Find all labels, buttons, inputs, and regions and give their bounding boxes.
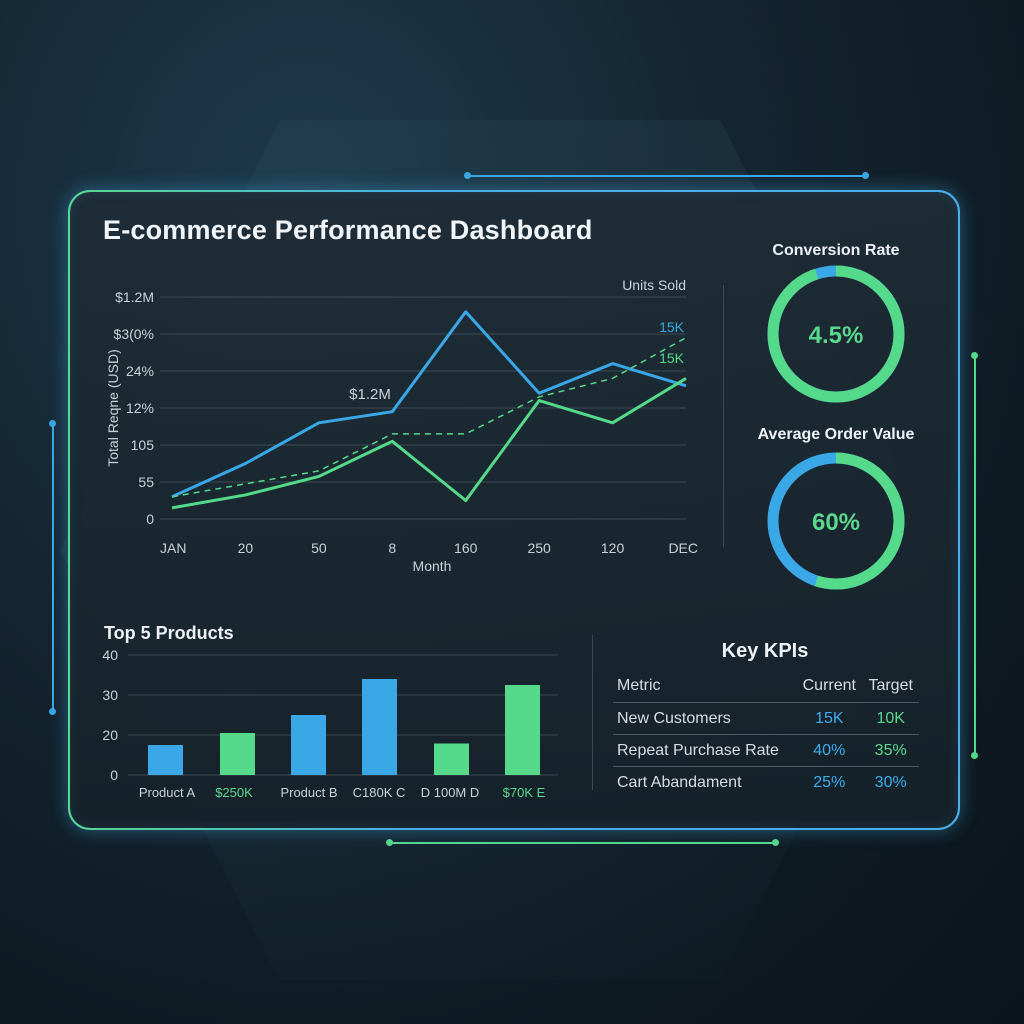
bar [362,679,397,775]
x-category-label: Product B [280,785,337,800]
kpi-header-row: Metric Current Target [613,670,919,703]
x-axis-label: Month [413,558,452,574]
conversion-rate-gauge: 4.5% [767,265,905,403]
gauge-value: 4.5% [809,322,864,349]
y-tick-label: $3(0% [114,326,154,342]
x-tick-label: 160 [454,540,478,556]
kpi-title: Key KPIs [721,640,809,662]
x-tick-label: 50 [311,540,327,556]
gauge-progress-arc [767,452,905,590]
decor-dot [971,752,978,759]
divider-vertical [592,635,593,790]
top-products-bar-chart: Top 5 Products 40 30 20 0 Product A $250K Produ… [102,623,558,800]
kpi-header-current: Current [802,677,856,694]
average-order-value-gauge: 60% [767,452,905,590]
kpi-target: 35% [862,734,919,767]
annotation-label: $1.2M [349,386,391,403]
divider-vertical [723,285,724,547]
average-order-value-title: Average Order Value [757,426,915,443]
decor-line-right [974,356,976,756]
kpi-row: New Customers 15K 10K [613,702,919,735]
y-tick-label: 12% [126,400,154,416]
bar [220,733,255,775]
kpi-row: Cart Abandament 25% 30% [613,766,919,798]
x-category-label: C180K C [353,785,406,800]
y-axis-label: Total Reqne (USD) [105,349,121,467]
series-line-blue-solid [171,310,687,499]
right-axis-label: Units Sold [622,277,686,293]
conversion-rate-title: Conversion Rate [772,242,900,259]
series-line-green-dashed [171,337,687,498]
bar [434,743,469,775]
x-category-label: $70K E [503,785,546,800]
kpi-target: 30% [862,766,919,798]
decor-line-top [468,175,866,177]
y-tick-label: 105 [131,437,155,453]
y-tick-label: 24% [126,363,154,379]
decor-dot [49,420,56,427]
x-category-label: D 100M D [421,785,480,800]
decor-line-left [52,424,54,712]
kpi-metric: Repeat Purchase Rate [613,734,797,767]
y-tick-label: 20 [102,727,118,743]
x-category-label: $250K [215,785,253,800]
x-tick-label: JAN [160,540,186,556]
x-tick-label: 250 [527,540,551,556]
dashboard-title: E-commerce Performance Dashboard [103,215,593,245]
y-tick-label: 0 [110,767,118,783]
annotation-label: 15K [659,350,685,366]
kpi-current: 40% [796,734,863,767]
decor-dot [862,172,869,179]
y-tick-label: 55 [138,474,154,490]
y-tick-label: 0 [146,511,154,527]
y-tick-label: 40 [102,647,118,663]
x-tick-label: DEC [668,540,698,556]
kpi-table: Metric Current Target New Customers 15K … [613,670,919,798]
y-tick-label: $1.2M [115,289,154,305]
series-line-green-solid [171,377,687,510]
x-tick-label: 8 [388,540,396,556]
kpi-target: 10K [862,702,919,735]
decor-line-bottom [390,842,776,844]
kpi-metric: New Customers [613,702,797,735]
x-tick-label: 20 [238,540,254,556]
kpi-header-target: Target [868,677,913,694]
x-tick-label: 120 [601,540,625,556]
annotation-label: 15K [659,319,685,335]
trend-line-chart: $1.2M $3(0% 24% 12% 105 55 0 Total Reqne (USD) J… [105,277,698,574]
bar [291,715,326,775]
kpi-header-metric: Metric [617,677,661,694]
kpi-current: 15K [796,702,863,735]
decor-dot [971,352,978,359]
decor-dot [49,708,56,715]
y-tick-label: 30 [102,687,118,703]
gauge-progress-arc [767,265,905,403]
bar [148,745,183,775]
decor-dot [386,839,393,846]
decor-dot [464,172,471,179]
decor-dot [772,839,779,846]
gauge-value: 60% [812,509,860,536]
kpi-metric: Cart Abandament [613,766,797,798]
kpi-row: Repeat Purchase Rate 40% 35% [613,734,919,767]
bar [505,685,540,775]
kpi-current: 25% [796,766,863,798]
bar-chart-title: Top 5 Products [104,623,234,643]
x-category-label: Product A [139,785,196,800]
